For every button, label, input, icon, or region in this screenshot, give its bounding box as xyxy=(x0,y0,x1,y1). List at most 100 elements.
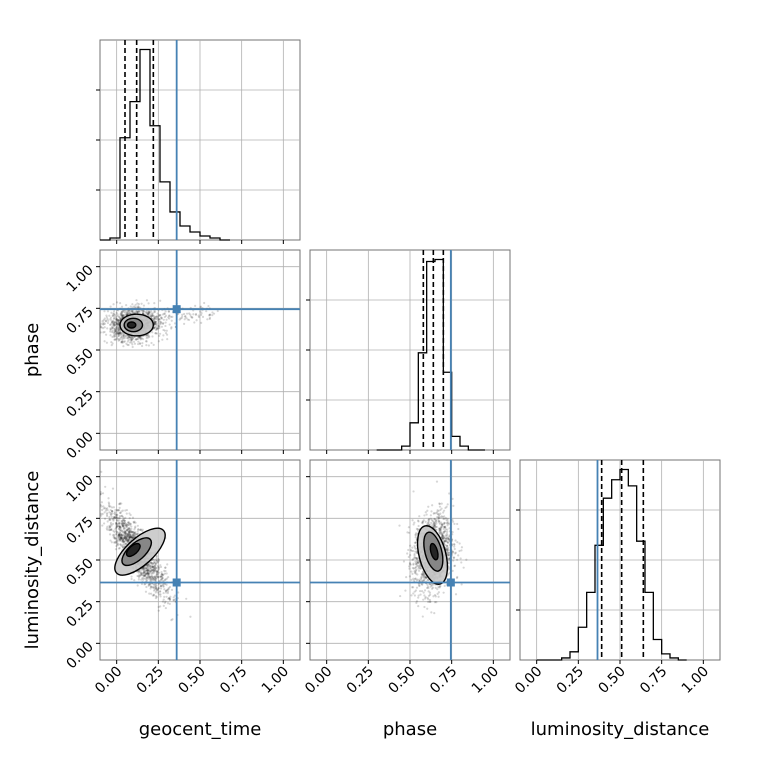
scatter-point xyxy=(410,549,413,552)
scatter-point xyxy=(125,529,129,532)
scatter-point xyxy=(143,575,147,578)
scatter-point xyxy=(443,584,446,587)
scatter-point xyxy=(120,334,123,337)
scatter-point xyxy=(445,548,449,551)
scatter-point xyxy=(169,315,173,318)
scatter-point xyxy=(154,585,158,588)
scatter-point xyxy=(157,558,161,561)
scatter-point xyxy=(163,572,166,575)
scatter-point xyxy=(115,330,118,333)
scatter-point xyxy=(433,522,436,525)
scatter-point xyxy=(153,560,156,563)
scatter-point xyxy=(126,534,129,538)
scatter-point xyxy=(168,597,171,600)
scatter-point xyxy=(128,530,131,533)
scatter-point xyxy=(129,536,132,539)
scatter-point xyxy=(117,329,120,332)
scatter-point xyxy=(113,530,116,534)
scatter-point xyxy=(134,310,137,313)
scatter-point xyxy=(440,532,443,536)
scatter-point xyxy=(153,561,156,565)
scatter-point xyxy=(111,326,114,329)
scatter-point xyxy=(122,310,125,313)
scatter-point xyxy=(135,338,138,341)
scatter-point xyxy=(154,591,157,594)
scatter-point xyxy=(128,312,131,315)
scatter-point xyxy=(147,563,151,567)
x-tick-label: 0.75 xyxy=(217,664,250,697)
scatter-point xyxy=(147,566,150,569)
scatter-point xyxy=(427,590,430,593)
scatter-point xyxy=(158,318,161,321)
y-tick-label: 0.25 xyxy=(63,597,96,630)
scatter-point xyxy=(109,305,112,308)
scatter-point xyxy=(179,317,182,320)
scatter-point xyxy=(458,542,461,545)
scatter-point xyxy=(129,529,132,532)
scatter-point xyxy=(117,534,120,538)
scatter-point xyxy=(417,524,420,528)
scatter-point xyxy=(438,531,442,534)
scatter-point xyxy=(119,538,122,541)
scatter-point xyxy=(120,537,123,541)
scatter-point xyxy=(145,567,148,570)
scatter-point xyxy=(123,313,126,316)
scatter-point xyxy=(123,535,126,538)
scatter-point xyxy=(110,524,113,527)
scatter-point xyxy=(142,567,145,570)
scatter-point xyxy=(153,311,156,314)
scatter-point xyxy=(115,322,118,325)
scatter-point xyxy=(413,577,417,581)
scatter-point xyxy=(162,604,165,607)
scatter-point xyxy=(115,523,118,526)
scatter-point xyxy=(119,502,122,505)
scatter-point xyxy=(426,596,429,600)
scatter-point xyxy=(418,515,421,518)
scatter-point xyxy=(438,522,442,525)
scatter-point xyxy=(167,310,171,313)
scatter-point xyxy=(438,529,441,532)
scatter-point xyxy=(148,570,151,573)
scatter-point xyxy=(415,586,419,589)
scatter-point xyxy=(138,335,142,339)
scatter-point xyxy=(456,541,459,544)
scatter-point xyxy=(149,576,152,579)
scatter-point xyxy=(127,336,130,339)
scatter-point xyxy=(460,546,464,549)
scatter-point xyxy=(131,345,134,349)
scatter-point xyxy=(121,529,124,533)
scatter-point xyxy=(154,587,158,590)
scatter-point xyxy=(441,515,444,519)
scatter-point xyxy=(150,568,153,571)
scatter-point xyxy=(151,561,154,565)
scatter-point xyxy=(154,562,157,566)
scatter-point xyxy=(148,311,151,314)
scatter-point xyxy=(116,331,119,334)
scatter-point xyxy=(430,583,433,586)
scatter-point xyxy=(103,511,106,514)
scatter-point xyxy=(112,319,115,323)
scatter-point xyxy=(153,575,156,578)
scatter-point xyxy=(117,519,120,522)
scatter-point xyxy=(122,334,125,337)
scatter-point xyxy=(118,511,122,515)
scatter-point xyxy=(153,564,156,567)
scatter-point xyxy=(122,335,125,338)
scatter-point xyxy=(124,522,127,525)
scatter-point xyxy=(149,566,152,569)
scatter-point xyxy=(427,586,430,590)
scatter-point xyxy=(442,522,446,525)
scatter-point xyxy=(113,511,117,514)
scatter-point xyxy=(414,556,417,559)
scatter-point xyxy=(141,311,144,314)
scatter-point xyxy=(439,528,442,531)
scatter-point xyxy=(159,332,162,335)
scatter-point xyxy=(149,578,152,581)
scatter-point xyxy=(117,332,120,335)
scatter-point xyxy=(129,305,132,308)
scatter-point xyxy=(119,511,122,515)
scatter-point xyxy=(408,561,411,565)
scatter-point xyxy=(153,321,156,324)
scatter-point xyxy=(116,537,119,540)
scatter-point xyxy=(438,527,441,531)
